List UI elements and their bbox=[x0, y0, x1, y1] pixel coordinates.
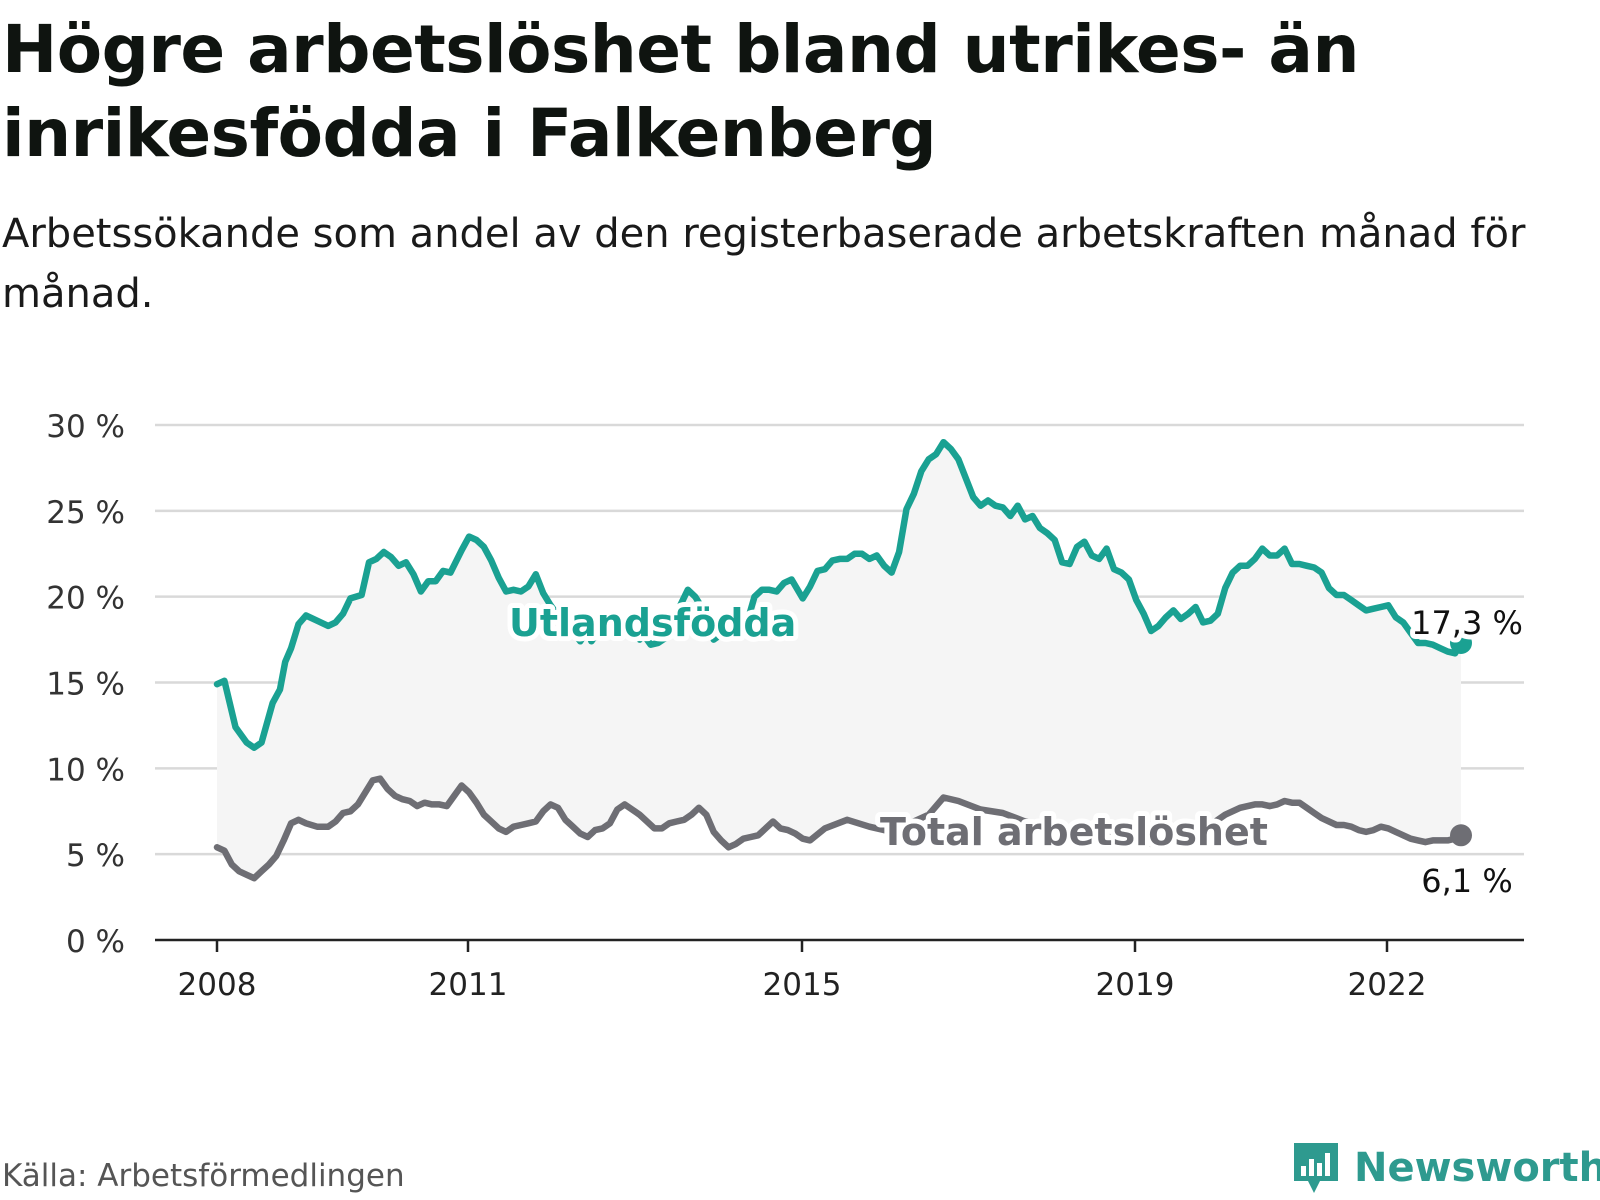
y-tick-label: 0 % bbox=[66, 924, 125, 960]
source-note: Källa: Arbetsförmedlingen bbox=[2, 1158, 405, 1194]
x-tick-label: 2022 bbox=[1348, 967, 1427, 1003]
y-tick-label: 25 % bbox=[46, 495, 125, 531]
end-value-utlandsfodda-halo: 17,3 % bbox=[1411, 604, 1523, 642]
series-label-utlandsfodda-halo: Utlandsfödda bbox=[509, 601, 796, 645]
end-value-utlandsfodda: 17,3 % bbox=[1411, 604, 1523, 642]
axis-layer: 0 % 5 % 10 % 15 % 20 % 25 % 30 % 2008 2011 2015 20… bbox=[46, 409, 1524, 1003]
series-label-total: Total arbetslöshet bbox=[880, 810, 1268, 854]
y-tick-label: 10 % bbox=[46, 752, 125, 788]
x-tick-label: 2008 bbox=[178, 967, 257, 1003]
chart-title: Högre arbetslöshet bland utrikes- än inr… bbox=[2, 11, 1359, 172]
end-value-total: 6,1 % bbox=[1421, 862, 1512, 900]
y-tick-label: 15 % bbox=[46, 667, 125, 703]
y-tick-label: 20 % bbox=[46, 581, 125, 617]
y-tick-label: 5 % bbox=[66, 838, 125, 874]
series-label-total-halo: Total arbetslöshet bbox=[880, 810, 1268, 854]
series-end-marker bbox=[1450, 632, 1472, 655]
series-layer bbox=[213, 438, 1472, 882]
brand-name: Newsworthy bbox=[1354, 1145, 1600, 1191]
x-tick-label: 2015 bbox=[763, 967, 842, 1003]
end-value-total-halo: 6,1 % bbox=[1421, 862, 1512, 900]
series-line-total bbox=[213, 775, 1465, 882]
series-end-marker bbox=[1450, 824, 1472, 847]
y-tick-label: 30 % bbox=[46, 409, 125, 445]
series-label-utlandsfodda: Utlandsfödda bbox=[509, 601, 796, 645]
newsworthy-logo-icon bbox=[1294, 1143, 1338, 1193]
chart-subtitle: Arbetssökande som andel av den registerb… bbox=[2, 211, 1526, 317]
x-tick-label: 2019 bbox=[1096, 967, 1175, 1003]
series-line-utlandsfodda bbox=[213, 438, 1465, 751]
band-layer bbox=[217, 442, 1461, 879]
range-band bbox=[217, 442, 1461, 879]
x-tick-label: 2011 bbox=[429, 967, 508, 1003]
brand-logo: Newsworthy bbox=[1290, 1138, 1600, 1198]
